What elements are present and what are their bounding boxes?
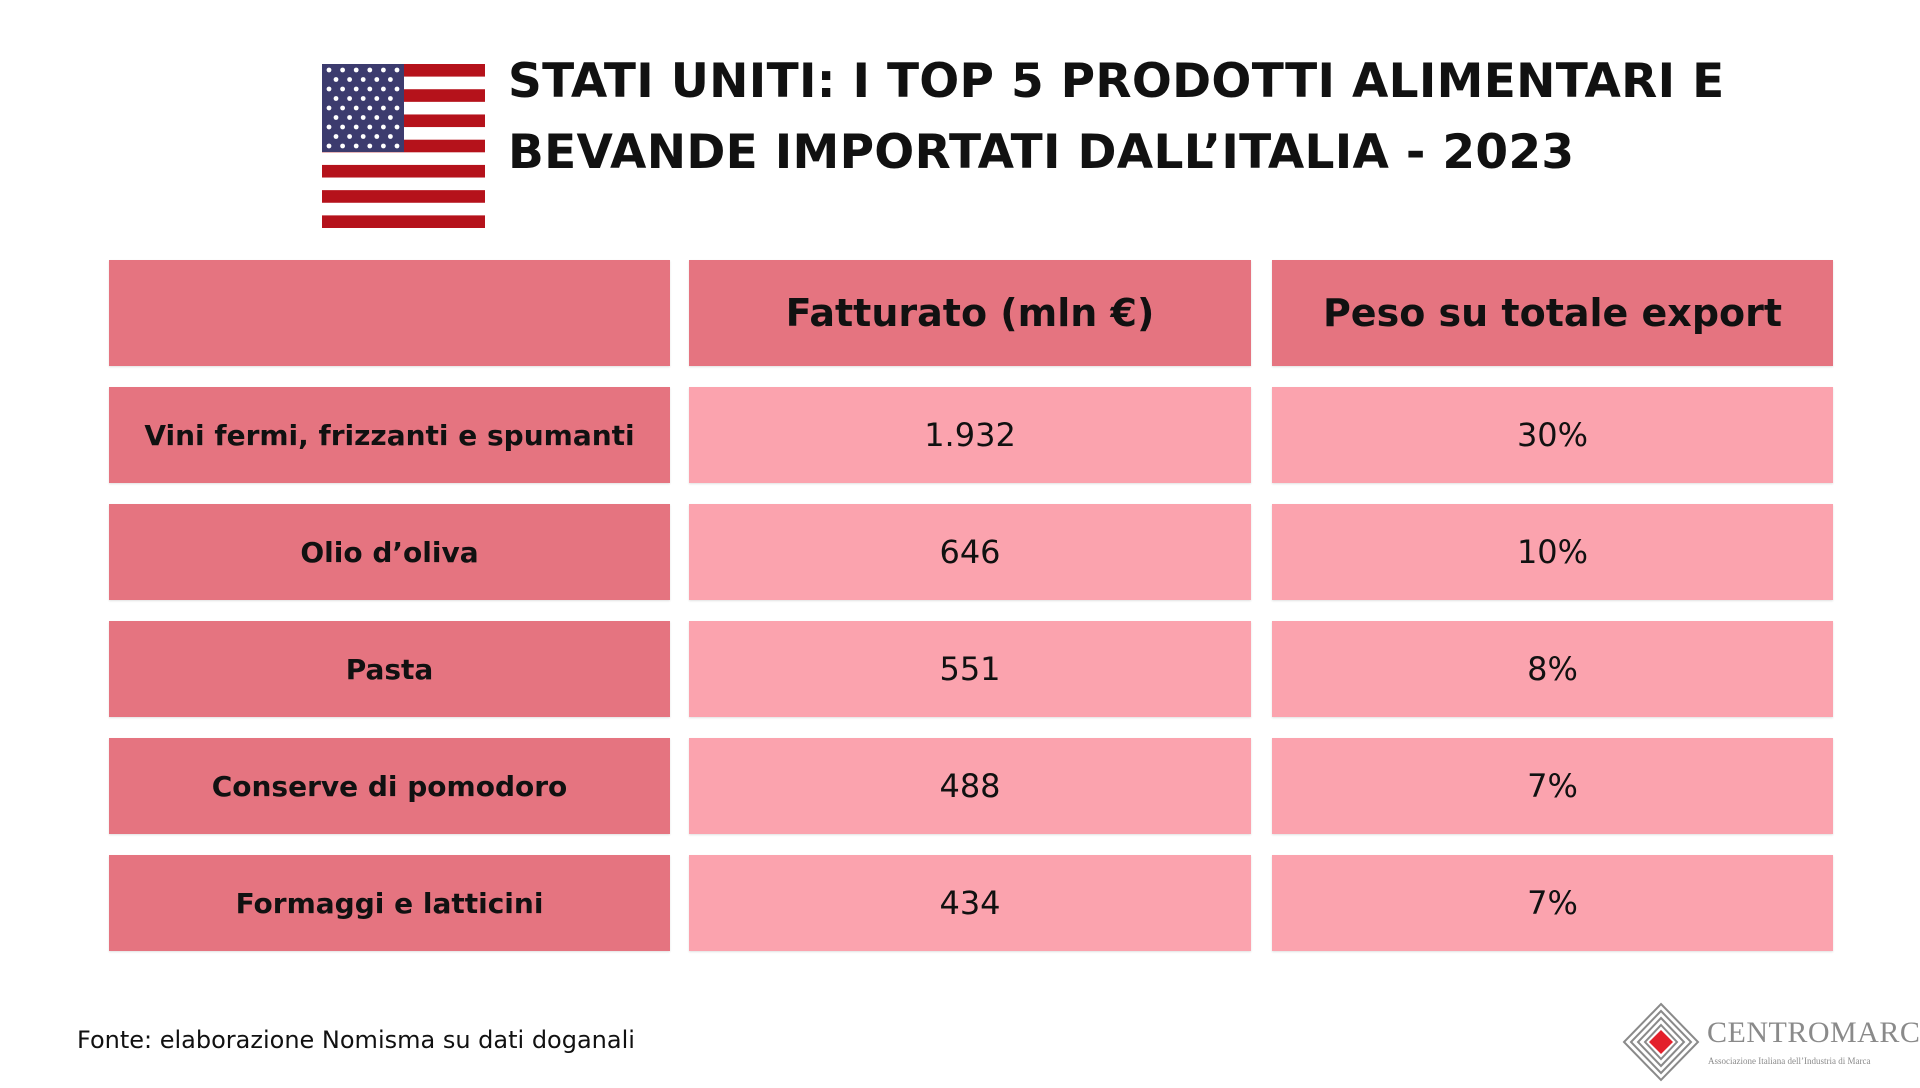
header-cell-fatturato: Fatturato (mln €) bbox=[689, 260, 1251, 366]
logo-name: CENTROMARCA bbox=[1707, 1016, 1920, 1049]
value-fatturato: 646 bbox=[689, 504, 1251, 600]
value-fatturato: 434 bbox=[689, 855, 1251, 951]
source-note: Fonte: elaborazione Nomisma su dati doga… bbox=[77, 1026, 635, 1054]
row-label: Pasta bbox=[109, 621, 670, 717]
row-label: Olio d’oliva bbox=[109, 504, 670, 600]
value-fatturato: 1.932 bbox=[689, 387, 1251, 483]
value-peso: 7% bbox=[1272, 738, 1833, 834]
page-title: STATI UNITI: I TOP 5 PRODOTTI ALIMENTARI… bbox=[508, 46, 1788, 188]
value-fatturato: 488 bbox=[689, 738, 1251, 834]
value-peso: 8% bbox=[1272, 621, 1833, 717]
centromarca-logo: CENTROMARCA Associazione Italiana dell’I… bbox=[1620, 1000, 1920, 1084]
value-peso: 10% bbox=[1272, 504, 1833, 600]
row-label: Vini fermi, frizzanti e spumanti bbox=[109, 387, 670, 483]
logo-tagline: Associazione Italiana dell’Industria di … bbox=[1708, 1056, 1871, 1066]
row-label: Formaggi e latticini bbox=[109, 855, 670, 951]
us-flag-icon bbox=[322, 64, 485, 228]
title-line-2: BEVANDE IMPORTATI DALL’ITALIA - 2023 bbox=[508, 125, 1575, 180]
value-peso: 30% bbox=[1272, 387, 1833, 483]
header-cell-peso: Peso su totale export bbox=[1272, 260, 1833, 366]
value-peso: 7% bbox=[1272, 855, 1833, 951]
header-cell-empty bbox=[109, 260, 670, 366]
centromarca-logo-icon bbox=[1622, 1002, 1700, 1082]
value-fatturato: 551 bbox=[689, 621, 1251, 717]
title-line-1: STATI UNITI: I TOP 5 PRODOTTI ALIMENTARI… bbox=[508, 54, 1725, 109]
row-label: Conserve di pomodoro bbox=[109, 738, 670, 834]
